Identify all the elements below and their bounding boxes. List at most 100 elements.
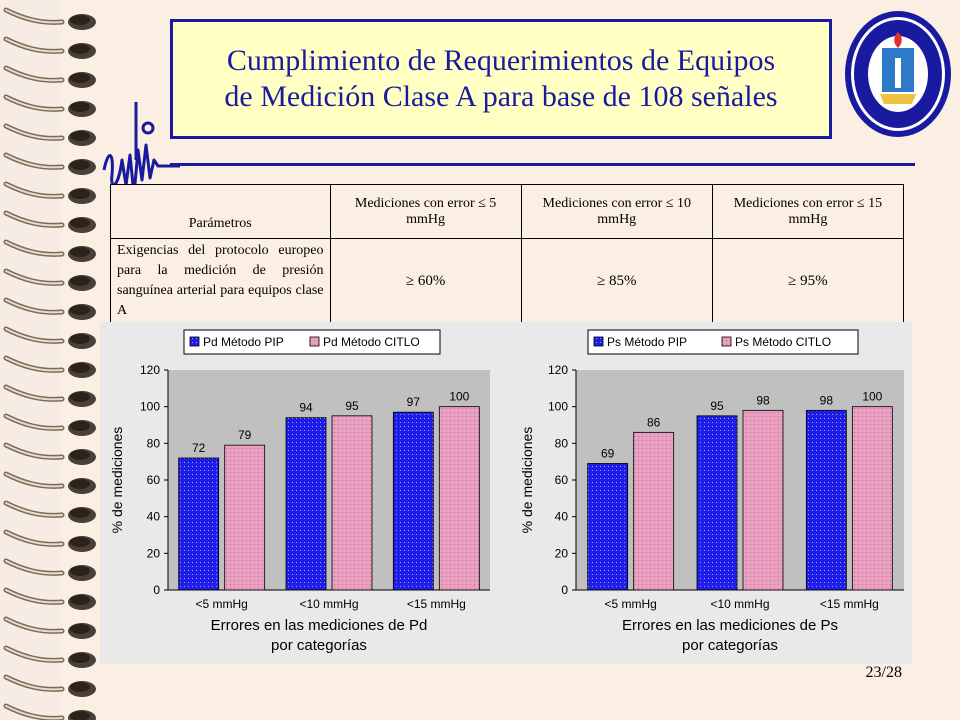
legend-label: Pd Método CITLO	[323, 335, 420, 349]
y-tick-label: 40	[147, 510, 161, 524]
binding-ring	[3, 239, 96, 262]
x-axis-label: Errores en las mediciones de Ps	[622, 617, 838, 634]
binding-ring	[3, 674, 96, 697]
x-axis-label: Errores en las mediciones de Pd	[211, 617, 428, 634]
chart-legend: Ps Método PIP Ps Método CITLO	[587, 329, 859, 355]
bar	[392, 411, 434, 591]
legend-label: Ps Método PIP	[607, 335, 687, 349]
binding-ring	[3, 384, 96, 407]
y-tick-label: 20	[147, 546, 161, 560]
legend-label: Ps Método CITLO	[735, 335, 831, 349]
x-tick-label: <10 mmHg	[710, 597, 769, 611]
bar	[742, 409, 784, 591]
binding-ring	[3, 152, 96, 175]
table-header-5mmhg: Mediciones con error ≤ 5 mmHg	[329, 184, 522, 239]
y-tick-label: 100	[548, 400, 568, 414]
requirements-table: Parámetros Mediciones con error ≤ 5 mmHg…	[110, 184, 905, 324]
table-header-parametros: Parámetros	[110, 184, 331, 239]
binding-ring	[3, 326, 96, 349]
bar	[331, 415, 373, 591]
bar	[285, 417, 327, 591]
y-tick-label: 80	[147, 436, 161, 450]
page-number: 23/28	[865, 664, 902, 681]
charts-panel: Pd Método PIP Pd Método CITLO 0 20 40 60 80 100…	[100, 322, 912, 664]
y-tick-label: 0	[561, 583, 568, 597]
binding-ring	[3, 645, 96, 668]
bar	[696, 415, 738, 591]
binding-ring	[3, 587, 96, 610]
y-axis-label: % de mediciones	[519, 427, 535, 534]
binding-ring	[3, 703, 96, 720]
title-box: Cumplimiento de Requerimientos de Equipo…	[170, 19, 832, 139]
bar	[438, 406, 480, 591]
binding-ring	[3, 123, 96, 146]
bar-value-label: 72	[192, 441, 206, 455]
spiral-binding	[0, 0, 96, 720]
y-tick-label: 40	[555, 510, 569, 524]
bar-value-label: 100	[862, 390, 882, 404]
table-cell-10mmhg: ≥ 85%	[520, 238, 713, 324]
binding-ring	[3, 558, 96, 581]
bar-value-label: 98	[756, 393, 770, 407]
legend-swatch	[309, 336, 320, 347]
legend-swatch	[593, 336, 604, 347]
bar	[805, 409, 847, 591]
table-header-15mmhg: Mediciones con error ≤ 15 mmHg	[711, 184, 905, 239]
binding-ring	[3, 442, 96, 465]
binding-ring	[3, 94, 96, 117]
y-axis-label: % de mediciones	[109, 427, 125, 534]
binding-ring	[3, 36, 96, 59]
bar-value-label: 95	[710, 399, 724, 413]
x-tick-label: <15 mmHg	[407, 597, 466, 611]
title-underline	[170, 163, 915, 166]
bar-value-label: 94	[299, 401, 313, 415]
x-axis-label: por categorías	[271, 637, 367, 654]
binding-ring	[3, 181, 96, 204]
binding-ring	[3, 7, 96, 30]
y-tick-label: 60	[147, 473, 161, 487]
title-line-2: de Medición Clase A para base de 108 señ…	[224, 80, 778, 113]
table-header-10mmhg: Mediciones con error ≤ 10 mmHg	[520, 184, 713, 239]
binding-ring	[3, 65, 96, 88]
x-tick-label: <5 mmHg	[604, 597, 656, 611]
bar-value-label: 95	[345, 399, 359, 413]
bar	[587, 463, 629, 591]
chart-pd: Pd Método PIP Pd Método CITLO 0 20 40 60 80 100…	[109, 329, 490, 654]
bar	[851, 406, 893, 591]
binding-ring	[3, 297, 96, 320]
bar	[633, 431, 675, 591]
x-tick-label: <15 mmHg	[820, 597, 879, 611]
chart-legend: Pd Método PIP Pd Método CITLO	[183, 329, 441, 355]
university-seal-icon	[845, 11, 951, 137]
chart-ps: Ps Método PIP Ps Método CITLO 0 20 40 60 80 100…	[519, 329, 904, 654]
bar-value-label: 79	[238, 428, 252, 442]
legend-swatch	[189, 336, 200, 347]
bar-value-label: 97	[407, 395, 421, 409]
y-tick-label: 60	[555, 473, 569, 487]
bar-value-label: 98	[820, 393, 834, 407]
bar-value-label: 100	[449, 390, 469, 404]
binding-ring	[3, 355, 96, 378]
y-tick-label: 120	[140, 363, 160, 377]
table-row-label: Exigencias del protocolo europeo para la…	[110, 238, 331, 324]
binding-ring	[3, 268, 96, 291]
y-tick-label: 20	[555, 546, 569, 560]
x-tick-label: <10 mmHg	[299, 597, 358, 611]
bar-value-label: 69	[601, 447, 615, 461]
y-tick-label: 0	[153, 583, 160, 597]
binding-ring	[3, 500, 96, 523]
plot-area	[168, 370, 490, 590]
legend-swatch	[721, 336, 732, 347]
bar-value-label: 86	[647, 415, 661, 429]
plot-area	[576, 370, 904, 590]
legend-label: Pd Método PIP	[203, 335, 284, 349]
table-cell-15mmhg: ≥ 95%	[711, 238, 905, 324]
bar	[178, 457, 220, 591]
y-tick-label: 100	[140, 400, 160, 414]
binding-ring	[3, 413, 96, 436]
binding-ring	[3, 210, 96, 233]
binding-ring	[3, 529, 96, 552]
binding-ring	[3, 471, 96, 494]
bar	[224, 444, 266, 591]
title-line-1: Cumplimiento de Requerimientos de Equipo…	[226, 44, 776, 77]
